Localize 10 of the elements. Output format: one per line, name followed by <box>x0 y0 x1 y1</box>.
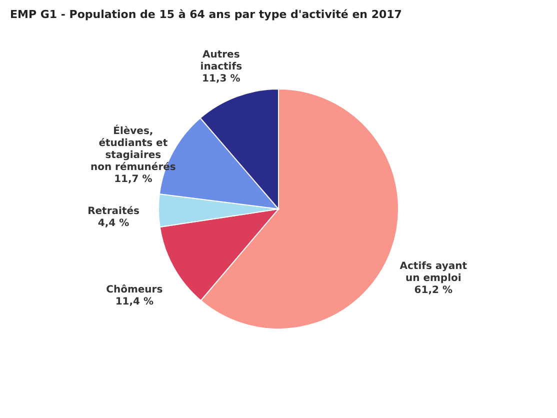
slice-label: Retraités <box>88 206 140 218</box>
data-label: 11,7 % <box>114 174 152 185</box>
slice-label: Actifs ayant un emploi <box>400 260 468 284</box>
data-label: 4,4 % <box>98 218 130 230</box>
chart-title: EMP G1 - Population de 15 à 64 ans par type d'activité en 2017 <box>10 8 402 21</box>
data-label: 11,4 % <box>115 296 154 308</box>
data-label: 11,3 % <box>202 73 240 84</box>
slice-label: Chômeurs <box>106 284 163 296</box>
slice-label: Autres inactifs <box>200 49 242 72</box>
data-label: 61,2 % <box>414 284 452 296</box>
